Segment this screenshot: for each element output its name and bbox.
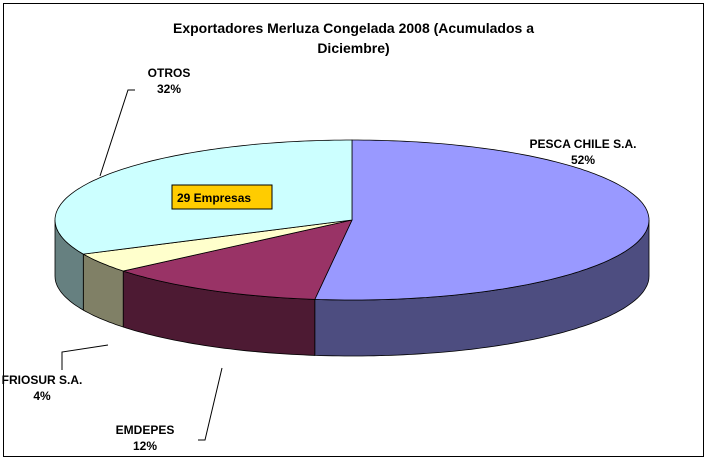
- labels: PESCA CHILE S.A. 52% EMDEPES 12% FRIOSUR S.A…: [2, 66, 637, 453]
- slice-label: OTROS: [148, 66, 191, 80]
- slice-label: PESCA CHILE S.A.: [530, 137, 637, 151]
- annotation-box: [171, 184, 273, 210]
- slice-label: FRIOSUR S.A.: [2, 373, 83, 387]
- slice: [82, 219, 353, 272]
- slice-value-label: 4%: [33, 389, 51, 403]
- slice-value-label: 52%: [571, 153, 595, 167]
- annotation: 29 Empresas: [177, 191, 251, 205]
- chart-title: Exportadores Merluza Congelada 2008 (Acu…: [173, 20, 534, 56]
- slice-value-label: 32%: [157, 82, 181, 96]
- slice: [121, 219, 353, 300]
- slice-label: EMDEPES: [116, 423, 175, 437]
- pie: [54, 139, 650, 357]
- leader-line: [198, 367, 223, 441]
- leader-line: [61, 344, 109, 370]
- slice: [314, 139, 650, 301]
- slice-value-label: 12%: [133, 439, 157, 453]
- leader-line: [99, 89, 135, 177]
